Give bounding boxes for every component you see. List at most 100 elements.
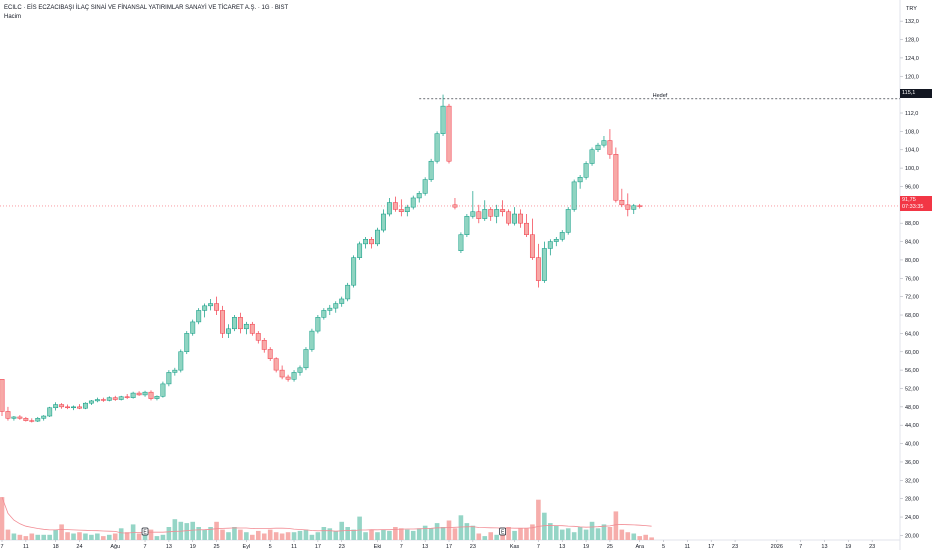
x-tick-label: 11: [23, 544, 29, 550]
volume-bar: [267, 529, 273, 540]
volume-bar: [238, 529, 243, 540]
currency-label: TRY: [906, 6, 917, 12]
volume-bar: [464, 523, 470, 540]
candle-body: [529, 234, 535, 258]
volume-bar: [589, 521, 595, 540]
x-tick-label: 7: [400, 544, 403, 550]
candle-body: [71, 406, 76, 409]
candle-body: [47, 407, 53, 417]
volume-bar: [214, 521, 219, 540]
volume-bar: [440, 527, 446, 540]
candle-body: [375, 229, 380, 245]
volume-bar: [83, 533, 88, 540]
candle-body: [166, 372, 172, 385]
earnings-marker-label: E: [501, 530, 505, 536]
candle-body: [237, 317, 243, 330]
x-tick-label: Ağu: [110, 544, 120, 550]
volume-bar: [470, 525, 476, 540]
volume-bar: [548, 523, 553, 540]
candle-body: [214, 303, 220, 311]
candle-body: [327, 307, 333, 311]
candle-body: [202, 305, 208, 311]
candle-body: [220, 310, 225, 334]
volume-bar: [404, 529, 410, 540]
candle-body: [392, 202, 398, 210]
candle-body: [363, 239, 369, 245]
candle-body: [512, 213, 518, 224]
volume-bar: [524, 528, 529, 540]
volume-bar: [160, 534, 166, 540]
y-tick-label: 40,00: [905, 442, 919, 448]
candle-body: [130, 392, 136, 398]
candle-body: [88, 400, 94, 404]
volume-bar: [261, 533, 267, 540]
volume-bar: [601, 524, 607, 540]
candle-body: [380, 213, 386, 231]
y-tick-label: 44,00: [905, 423, 919, 429]
y-tick-label: 112,0: [905, 111, 918, 117]
earnings-marker: [141, 527, 149, 536]
volume-bar: [619, 529, 625, 540]
volume-bar: [142, 532, 148, 540]
volume-bar: [637, 536, 643, 540]
volume-bar: [452, 528, 458, 540]
candle-body: [0, 379, 5, 412]
candle-body: [226, 328, 231, 334]
volume-bar: [47, 534, 52, 540]
volume-bar: [375, 532, 380, 540]
y-tick-label: 132,0: [905, 19, 919, 25]
volume-bar: [0, 497, 5, 540]
y-tick-label: 64,00: [905, 331, 919, 337]
candle-body: [345, 284, 351, 300]
volume-bar: [321, 527, 327, 540]
volume-bar: [17, 534, 23, 540]
volume-bar: [410, 530, 416, 540]
candle-body: [428, 160, 434, 180]
volume-bar: [476, 533, 482, 540]
candle-body: [11, 416, 17, 419]
x-tick-label: 7: [0, 544, 3, 550]
volume-bar: [363, 532, 368, 540]
x-tick-label: 17: [315, 544, 321, 550]
x-tick-label: 5: [269, 544, 272, 550]
candle-body: [410, 197, 416, 208]
candle-body: [315, 317, 321, 332]
volume-bar: [381, 529, 386, 540]
volume-bar: [428, 528, 434, 540]
volume-bar: [494, 534, 499, 540]
candle-body: [571, 181, 577, 210]
x-tick-label: 5: [662, 544, 665, 550]
volume-bar: [518, 528, 523, 540]
candle-body: [565, 209, 571, 233]
volume-bar: [559, 529, 565, 540]
volume-bar: [255, 530, 261, 540]
candle-body: [518, 213, 523, 224]
y-tick-label: 88,00: [905, 221, 919, 227]
candle-body: [65, 406, 71, 409]
candle-body: [339, 298, 345, 304]
x-tick-label: 23: [869, 544, 875, 550]
volume-bar: [583, 529, 589, 540]
candle-body: [243, 323, 249, 330]
candle-body: [59, 404, 65, 408]
volume-bar: [542, 512, 547, 540]
earnings-marker: [499, 527, 506, 536]
last-price-value: 91,75: [902, 197, 916, 203]
y-tick-label: 68,00: [905, 313, 919, 319]
candle-body: [464, 216, 470, 235]
volume-bar: [446, 520, 452, 540]
volume-bar: [154, 536, 160, 540]
candle-body: [321, 310, 327, 318]
volume-bar: [23, 536, 29, 540]
volume-bar: [643, 534, 648, 540]
volume-bar: [196, 527, 201, 540]
y-tick-label: 80,00: [905, 258, 919, 264]
volume-bar: [399, 528, 404, 540]
volume-bar: [220, 529, 225, 540]
candle-body: [148, 391, 154, 399]
volume-bar: [631, 533, 637, 540]
candle-body: [440, 105, 446, 134]
x-tick-label: Eyl: [243, 544, 251, 550]
candle-body: [297, 367, 303, 373]
